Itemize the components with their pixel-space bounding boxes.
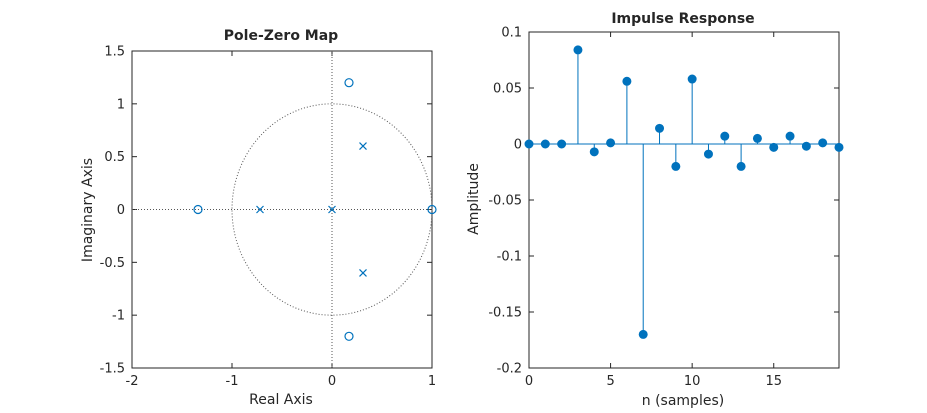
- pole-zero-ytick-label: 1.5: [104, 45, 125, 60]
- zero-marker: [344, 78, 354, 88]
- pole-marker: [256, 205, 264, 214]
- zero-marker: [193, 204, 203, 215]
- pole-zero-ytick-label: -1: [112, 309, 125, 324]
- stem-marker: [801, 141, 811, 151]
- unit-circle: [231, 103, 433, 316]
- stem-marker: [557, 139, 567, 149]
- stem-marker: [540, 139, 550, 149]
- impulse-response-xtick-label: 0: [525, 374, 533, 389]
- pole-zero-xtick-label: 1: [428, 374, 436, 389]
- stem-marker: [752, 133, 762, 143]
- impulse-response-ytick-label: -0.15: [488, 306, 522, 321]
- stem-marker: [720, 131, 730, 141]
- stem-marker: [785, 131, 795, 141]
- stem-marker: [834, 142, 844, 152]
- impulse-response-xtick-label: 10: [684, 374, 701, 389]
- impulse-response-title: Impulse Response: [611, 11, 754, 27]
- stem-marker: [638, 329, 648, 339]
- impulse-response-ytick-label: 0.05: [493, 82, 522, 97]
- pole-zero-ytick-label: 1: [117, 97, 125, 112]
- pole-marker: [328, 205, 336, 214]
- stem-marker: [687, 74, 697, 84]
- pole-zero-xlabel: Real Axis: [249, 392, 313, 408]
- impulse-response-ytick-label: -0.05: [488, 194, 522, 209]
- impulse-response-plot: Impulse Response n (samples) Amplitude 0…: [466, 11, 844, 409]
- stem-marker: [573, 45, 583, 55]
- impulse-response-xtick-label: 15: [765, 374, 782, 389]
- stem-marker: [769, 142, 779, 152]
- pole-zero-xtick-label: -1: [226, 374, 239, 389]
- impulse-response-xlabel: n (samples): [642, 393, 724, 409]
- pole-zero-ytick-label: -0.5: [100, 256, 125, 271]
- impulse-response-ytick-label: 0: [514, 138, 522, 153]
- zero-marker: [344, 331, 354, 341]
- pole-zero-xtick-label: 0: [328, 374, 336, 389]
- pole-zero-plot: Pole-Zero Map Real Axis Imaginary Axis -…: [80, 28, 437, 408]
- pole-zero-ytick-label: -1.5: [100, 362, 125, 377]
- stem-marker: [655, 123, 665, 133]
- stem-marker: [736, 161, 746, 171]
- stem-marker: [671, 161, 681, 171]
- pole-zero-xtick-label: -2: [126, 374, 139, 389]
- pole-marker: [359, 268, 367, 277]
- pole-zero-ytick-label: 0.5: [104, 150, 125, 165]
- impulse-response-axes-box: [528, 31, 840, 369]
- pole-zero-title: Pole-Zero Map: [224, 28, 338, 44]
- pole-marker: [359, 142, 367, 151]
- stem-marker: [606, 138, 616, 148]
- stem-marker: [524, 139, 534, 149]
- stem-marker: [818, 138, 828, 148]
- stem-marker: [589, 147, 599, 157]
- impulse-response-ytick-label: -0.2: [497, 362, 522, 377]
- impulse-response-ylabel: Amplitude: [466, 163, 482, 235]
- stem-marker: [703, 149, 713, 159]
- pole-zero-ylabel: Imaginary Axis: [80, 158, 96, 262]
- pole-zero-ytick-label: 0: [117, 203, 125, 218]
- impulse-response-ytick-label: -0.1: [497, 250, 522, 265]
- stem-marker: [622, 76, 632, 86]
- impulse-response-ytick-label: 0.1: [501, 26, 522, 41]
- zero-marker: [427, 204, 437, 215]
- impulse-response-xtick-label: 5: [606, 374, 614, 389]
